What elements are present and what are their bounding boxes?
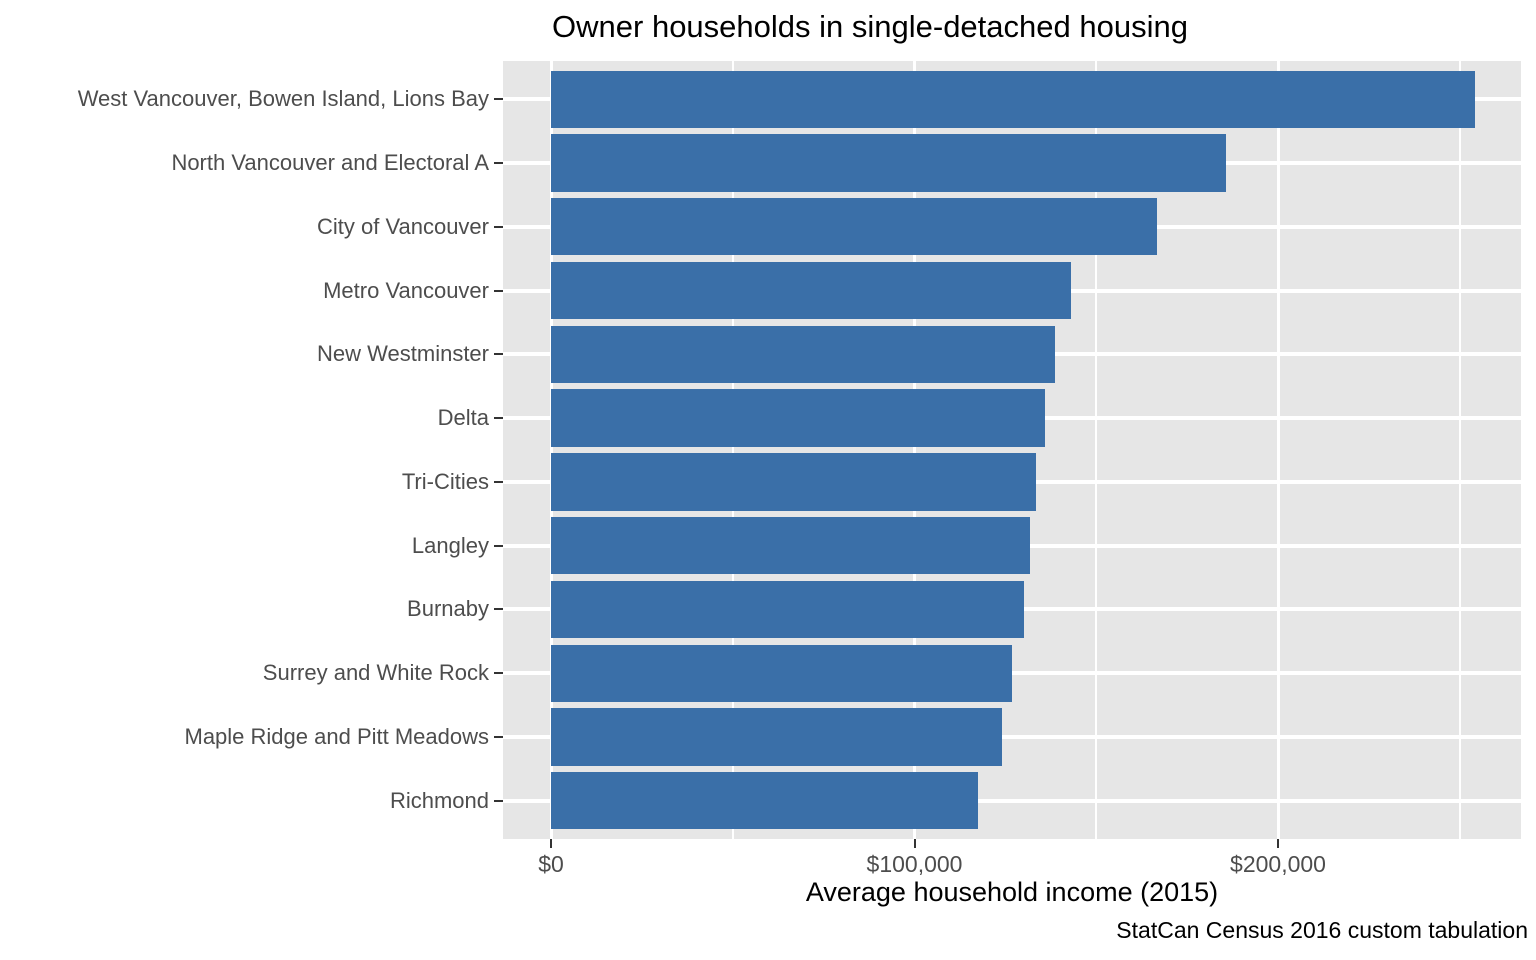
y-tick-mark xyxy=(494,98,503,101)
y-axis-label: North Vancouver and Electoral A xyxy=(171,150,489,176)
bar xyxy=(551,261,1071,320)
y-tick-mark xyxy=(494,162,503,165)
y-tick-mark xyxy=(494,672,503,675)
y-tick-mark xyxy=(494,608,503,611)
y-tick-mark xyxy=(494,735,503,738)
y-tick-mark xyxy=(494,353,503,356)
x-tick-mark xyxy=(913,839,916,848)
bar xyxy=(551,134,1227,192)
y-tick-mark xyxy=(494,480,503,483)
chart-title: Owner households in single-detached hous… xyxy=(552,9,1188,44)
y-tick-mark xyxy=(494,225,503,228)
y-gridline-major xyxy=(503,798,1521,803)
plot-panel xyxy=(503,61,1521,839)
bar xyxy=(551,198,1158,256)
y-axis-label: Richmond xyxy=(389,787,489,813)
bar xyxy=(551,580,1025,639)
x-axis-tick-label: $200,000 xyxy=(1230,851,1326,877)
bar xyxy=(551,708,1003,766)
x-gridline-minor xyxy=(731,61,734,839)
x-axis-title: Average household income (2015) xyxy=(805,877,1219,907)
x-axis-tick-label: $100,000 xyxy=(866,851,963,877)
y-gridline-major xyxy=(503,734,1521,739)
y-axis-label: Surrey and White Rock xyxy=(262,660,489,686)
y-tick-mark xyxy=(494,417,503,420)
bar xyxy=(551,453,1036,511)
bar xyxy=(551,516,1030,575)
y-axis-label: West Vancouver, Bowen Island, Lions Bay xyxy=(77,86,489,112)
x-gridline-minor xyxy=(1458,61,1461,839)
x-axis-tick-label: $0 xyxy=(538,851,564,877)
bar xyxy=(551,389,1045,447)
x-gridline-major xyxy=(913,61,916,839)
y-tick-mark xyxy=(494,289,503,292)
y-axis-label: Tri-Cities xyxy=(401,468,489,494)
y-tick-mark xyxy=(494,544,503,547)
x-gridline-minor xyxy=(1095,61,1098,839)
x-gridline-major xyxy=(1276,61,1280,839)
bar xyxy=(551,325,1056,384)
y-axis-label: Metro Vancouver xyxy=(323,277,489,303)
y-axis-label: New Westminster xyxy=(317,341,489,367)
x-tick-mark xyxy=(550,839,552,848)
x-gridline-major xyxy=(549,61,553,839)
bar xyxy=(551,70,1476,128)
y-axis-label: Maple Ridge and Pitt Meadows xyxy=(184,723,490,749)
y-tick-mark xyxy=(494,799,503,802)
y-axis-label: Burnaby xyxy=(407,596,489,622)
chart-caption: StatCan Census 2016 custom tabulation xyxy=(1116,917,1528,943)
y-axis-label: Langley xyxy=(411,532,489,558)
y-axis-label: City of Vancouver xyxy=(316,213,489,239)
bar xyxy=(551,772,979,830)
x-tick-mark xyxy=(1277,839,1279,848)
bar xyxy=(551,644,1013,702)
y-axis-label: Delta xyxy=(437,405,489,431)
